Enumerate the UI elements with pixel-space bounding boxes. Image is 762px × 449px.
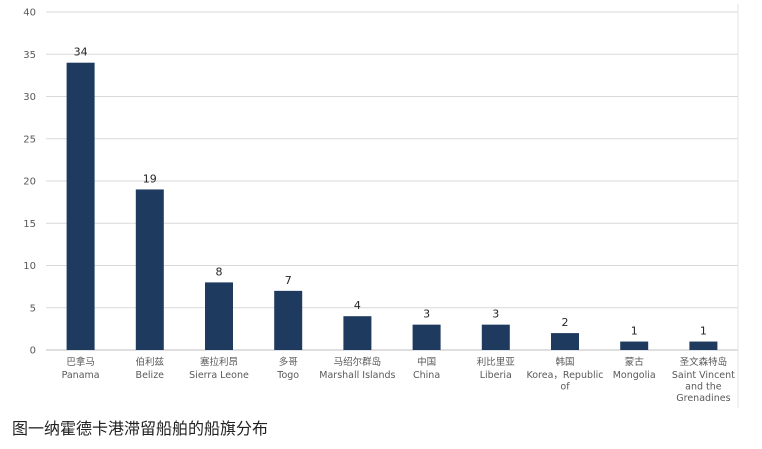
data-label: 7 [285, 274, 292, 287]
y-axis-ticks: 0 5 10 15 20 25 30 35 40 [23, 8, 36, 357]
category-label-zh: 巴拿马 [66, 356, 95, 368]
category-label-en: Grenadines [676, 393, 730, 404]
category-label-zh: 利比里亚 [477, 356, 516, 368]
y-tick-label: 30 [23, 92, 36, 103]
bar [620, 341, 649, 350]
y-tick-label: 15 [23, 219, 36, 230]
category-label-en: Belize [136, 370, 165, 381]
y-tick-label: 20 [23, 177, 36, 188]
category-label-en: Mongolia [613, 370, 656, 381]
category-label-zh: 韩国 [555, 356, 574, 368]
bar [481, 324, 510, 350]
data-label: 3 [423, 308, 430, 321]
category-label-en: and the [685, 382, 722, 393]
category-label-en: Sierra Leone [189, 370, 249, 381]
bar [689, 341, 718, 350]
y-tick-label: 25 [23, 134, 36, 145]
category-label-zh: 塞拉利昂 [200, 356, 238, 368]
y-tick-label: 10 [23, 261, 36, 272]
category-label-zh: 蒙古 [625, 356, 645, 368]
category-label-en: of [560, 382, 570, 393]
category-label-zh: 马绍尔群岛 [334, 356, 382, 368]
data-label: 4 [354, 299, 361, 312]
y-tick-label: 5 [30, 303, 36, 314]
figure-caption: 图一纳霍德卡港滞留船舶的船旗分布 [12, 419, 269, 438]
category-label-en: Marshall Islands [319, 370, 395, 381]
category-label-zh: 多哥 [279, 356, 298, 368]
y-tick-label: 0 [30, 346, 36, 357]
category-label-zh: 圣文森特岛 [680, 356, 728, 368]
bar [412, 324, 441, 350]
data-label: 1 [700, 325, 707, 338]
category-label-zh: 伯利兹 [136, 356, 165, 368]
bar [551, 333, 579, 350]
x-axis-categories: 巴拿马 Panama 伯利兹 Belize 塞拉利昂 Sierra Leone 多哥 Togo… [62, 356, 736, 404]
data-label: 8 [216, 265, 223, 278]
bar [66, 62, 95, 350]
bar [343, 316, 372, 350]
data-label: 3 [492, 308, 499, 321]
category-label-en: Saint Vincent [672, 370, 735, 381]
bars [66, 62, 718, 350]
bar [274, 290, 303, 350]
category-label-en: Togo [276, 370, 299, 381]
bar [135, 189, 164, 350]
category-label-en: Korea，Republic [526, 370, 603, 381]
category-label-en: Panama [62, 370, 100, 381]
category-label-zh: 中国 [417, 356, 436, 368]
category-label-en: China [413, 370, 440, 381]
bar [205, 282, 233, 350]
category-label-en: Liberia [480, 370, 512, 381]
data-label: 19 [143, 172, 157, 185]
data-label: 2 [562, 316, 569, 329]
data-label: 1 [631, 325, 638, 338]
data-labels: 34 19 8 7 4 3 3 2 1 1 [74, 46, 707, 338]
data-label: 34 [74, 46, 88, 59]
y-tick-label: 35 [23, 50, 36, 61]
y-tick-label: 40 [23, 8, 36, 19]
